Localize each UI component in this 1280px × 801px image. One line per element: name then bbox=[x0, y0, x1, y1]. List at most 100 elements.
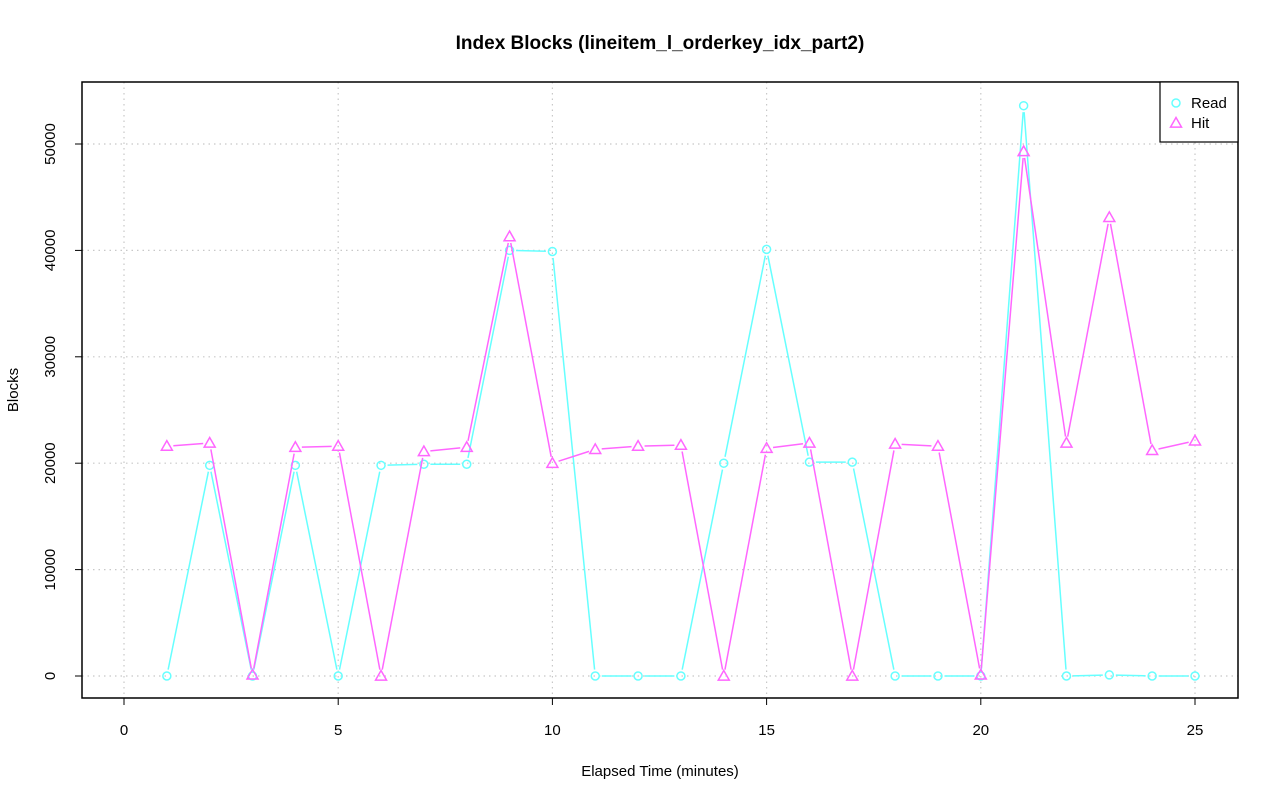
data-point bbox=[461, 459, 472, 470]
series-segment bbox=[167, 471, 210, 670]
legend-item-hit: Hit bbox=[1169, 115, 1210, 132]
y-tick-label: 40000 bbox=[42, 230, 59, 272]
data-point bbox=[1190, 671, 1200, 681]
data-point bbox=[631, 439, 645, 452]
data-point bbox=[633, 671, 643, 681]
data-point bbox=[162, 671, 172, 681]
y-tick-label: 0 bbox=[42, 672, 59, 680]
x-axis-label: Elapsed Time (minutes) bbox=[581, 763, 739, 780]
data-point bbox=[1145, 443, 1159, 456]
chart-title: Index Blocks (lineitem_l_orderkey_idx_pa… bbox=[456, 33, 865, 54]
data-point bbox=[502, 229, 517, 242]
series-segment bbox=[980, 157, 1024, 669]
data-point bbox=[674, 438, 688, 450]
data-point bbox=[759, 441, 774, 454]
axis-ticks: 0 5 10 15 20 25 0 10000 20000 30000 40000 50000 bbox=[42, 123, 1203, 739]
data-point bbox=[931, 439, 945, 452]
x-tick-label: 25 bbox=[1187, 722, 1204, 739]
data-point bbox=[933, 671, 943, 681]
data-point bbox=[331, 439, 345, 452]
data-point bbox=[417, 444, 431, 457]
series-segment bbox=[681, 451, 724, 670]
data-point bbox=[847, 457, 858, 467]
data-point bbox=[204, 460, 215, 471]
legend: Read Hit bbox=[1159, 81, 1239, 143]
series-segment bbox=[809, 449, 852, 670]
series-segment bbox=[938, 452, 981, 669]
series-segment bbox=[1066, 223, 1109, 437]
data-point bbox=[890, 671, 900, 681]
series-segment bbox=[387, 463, 418, 466]
data-point bbox=[974, 667, 988, 680]
series-segment bbox=[681, 469, 724, 670]
series-read bbox=[162, 100, 1200, 681]
series-group bbox=[160, 100, 1202, 681]
series-segment bbox=[1072, 674, 1103, 677]
data-point bbox=[716, 668, 731, 681]
data-point bbox=[160, 439, 174, 452]
data-point bbox=[590, 671, 600, 681]
data-point bbox=[1188, 433, 1202, 446]
legend-item-read: Read bbox=[1171, 95, 1227, 112]
legend-box bbox=[1159, 81, 1239, 143]
data-point bbox=[1102, 210, 1117, 223]
x-tick-label: 0 bbox=[120, 722, 128, 739]
data-point bbox=[1147, 671, 1157, 681]
data-point bbox=[333, 671, 343, 681]
series-segment bbox=[338, 471, 381, 670]
data-point bbox=[202, 435, 217, 448]
series-segment bbox=[852, 450, 895, 670]
x-tick-label: 15 bbox=[758, 722, 775, 739]
series-segment bbox=[1109, 223, 1152, 445]
series-segment bbox=[552, 257, 596, 670]
y-tick-label: 20000 bbox=[42, 442, 59, 484]
series-segment bbox=[767, 255, 809, 456]
data-point bbox=[719, 458, 729, 468]
data-point bbox=[545, 456, 560, 469]
plot-frame bbox=[81, 81, 1239, 699]
legend-label: Hit bbox=[1191, 115, 1210, 132]
series-segment bbox=[1115, 674, 1146, 677]
series-hit bbox=[160, 144, 1202, 681]
data-point bbox=[888, 437, 902, 449]
data-point bbox=[845, 668, 860, 681]
grid bbox=[82, 82, 1238, 698]
series-segment bbox=[338, 452, 381, 670]
legend-items: Read Hit bbox=[1169, 95, 1227, 132]
series-segment bbox=[516, 249, 546, 253]
data-point bbox=[547, 246, 558, 257]
series-segment bbox=[601, 445, 632, 450]
series-segment bbox=[644, 444, 675, 447]
x-tick-label: 20 bbox=[972, 722, 989, 739]
series-segment bbox=[295, 471, 338, 670]
x-tick-label: 5 bbox=[334, 722, 342, 739]
legend-label: Read bbox=[1191, 95, 1227, 112]
y-axis-label: Blocks bbox=[5, 368, 22, 412]
series-segment bbox=[852, 468, 895, 670]
data-point bbox=[288, 440, 303, 453]
series-segment bbox=[901, 443, 932, 447]
data-point bbox=[1059, 435, 1074, 448]
data-point bbox=[459, 440, 474, 453]
series-segment bbox=[724, 255, 767, 457]
y-tick-label: 50000 bbox=[42, 123, 59, 165]
data-point bbox=[376, 460, 386, 471]
data-point bbox=[1018, 100, 1029, 111]
series-segment bbox=[1023, 157, 1067, 437]
circle-marker-icon bbox=[1171, 98, 1181, 108]
series-segment bbox=[252, 453, 295, 669]
data-point bbox=[1104, 670, 1115, 680]
series-segment bbox=[301, 445, 332, 448]
data-point bbox=[419, 459, 429, 470]
triangle-marker-icon bbox=[1169, 115, 1183, 128]
series-segment bbox=[1158, 441, 1189, 450]
series-segment bbox=[724, 454, 767, 670]
series-segment bbox=[381, 457, 424, 670]
data-point bbox=[588, 442, 603, 455]
data-point bbox=[374, 668, 388, 681]
data-point bbox=[1061, 671, 1072, 681]
series-segment bbox=[173, 442, 204, 447]
data-point bbox=[676, 671, 686, 681]
series-segment bbox=[430, 447, 461, 452]
